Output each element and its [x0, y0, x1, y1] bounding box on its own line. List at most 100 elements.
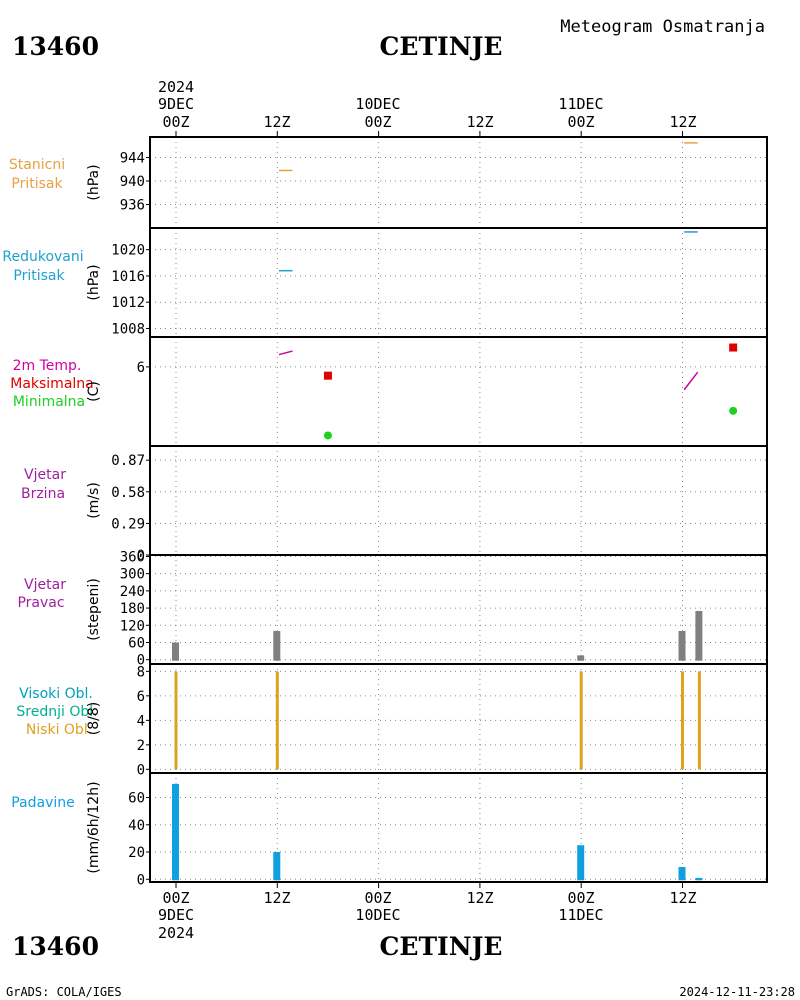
bottom-axis: 00Z 12Z 00Z 12Z 00Z 12Z 9DEC 10DEC 11DEC… — [158, 889, 697, 942]
panel-label-line: Vjetar — [24, 577, 66, 593]
y-tick-label: 60 — [128, 635, 145, 651]
precipitation-bar — [678, 867, 686, 881]
y-tick-label: 180 — [120, 601, 145, 617]
wind-direction-bar — [273, 631, 281, 661]
max-temp-point — [729, 343, 738, 352]
y-tick-label: 0.29 — [111, 516, 145, 532]
panel-label-line: 2m Temp. — [13, 358, 82, 374]
panel-border — [149, 336, 768, 447]
top-year-label: 2024 — [158, 78, 194, 96]
bottom-date-label: 11DEC — [558, 906, 603, 924]
bottom-tick-label: 00Z — [364, 889, 391, 907]
y-axis-label: (C) — [86, 381, 102, 402]
y-tick-label: 944 — [120, 151, 145, 167]
panel-label-line: Srednji Obl. — [16, 704, 97, 720]
chart-title: Meteogram Osmatranja — [560, 17, 765, 37]
y-tick-label: 0 — [137, 762, 145, 778]
bottom-tick-label: 12Z — [263, 889, 290, 907]
y-tick-label: 60 — [128, 791, 145, 807]
y-axis-label: (m/s) — [86, 482, 102, 519]
wind-direction-bar — [172, 642, 179, 661]
y-tick-label: 300 — [120, 567, 145, 583]
max-temp-point — [323, 371, 332, 380]
precipitation-bar — [577, 845, 585, 881]
panel-label-line: Pravac — [17, 595, 64, 611]
wind-direction-bar — [577, 655, 585, 661]
y-tick-label: 0 — [137, 653, 145, 669]
y-tick-label: 1008 — [111, 321, 145, 337]
precipitation-bar — [695, 877, 703, 881]
station-name-bottom: CETINJE — [380, 932, 503, 961]
precipitation-bar — [172, 783, 179, 881]
y-axis-label: (8/8) — [86, 702, 102, 735]
cloud-cover-bar — [697, 671, 701, 770]
panel-label-line: Maksimalna — [10, 376, 94, 392]
panel-label-line: Vjetar — [24, 467, 66, 483]
panel-label-line: Visoki Obl. — [19, 686, 93, 702]
y-tick-label: 1012 — [111, 295, 145, 311]
top-tick-label: 00Z — [162, 113, 189, 131]
top-tick-label: 00Z — [567, 113, 594, 131]
y-axis-label: (mm/6h/12h) — [86, 781, 102, 873]
panel-label-line: Brzina — [21, 486, 65, 502]
station-id-bottom: 13460 — [12, 932, 99, 961]
panel-border — [149, 554, 768, 665]
bottom-tick-label: 12Z — [466, 889, 493, 907]
bottom-year-label: 2024 — [158, 924, 194, 942]
top-tick-label: 00Z — [364, 113, 391, 131]
station-name-top: CETINJE — [380, 32, 503, 61]
y-axis-label: (hPa) — [86, 164, 102, 200]
top-tick-label: 12Z — [466, 113, 493, 131]
y-tick-label: 4 — [137, 713, 145, 729]
y-tick-label: 0.87 — [111, 453, 145, 469]
panel-label-line: Minimalna — [13, 394, 85, 410]
y-tick-label: 120 — [120, 618, 145, 634]
panel-border — [149, 772, 768, 883]
bottom-date-label: 10DEC — [355, 906, 400, 924]
panel-label-line: Pritisak — [13, 268, 65, 284]
panel-label-line: Niski Obl. — [26, 722, 92, 738]
bottom-tick-label: 00Z — [162, 889, 189, 907]
panel-label-line: Padavine — [11, 795, 75, 811]
y-tick-label: 1016 — [111, 269, 145, 285]
y-tick-label: 240 — [120, 584, 145, 600]
precipitation-bar — [273, 852, 281, 881]
panel-border — [149, 227, 768, 338]
wind-direction-bar — [678, 631, 686, 661]
y-tick-label: 6 — [137, 360, 145, 376]
min-temp-point — [729, 406, 738, 415]
min-temp-point — [323, 431, 332, 440]
temp-segment — [683, 371, 699, 391]
bottom-tick-label: 00Z — [567, 889, 594, 907]
cloud-cover-bar — [579, 671, 583, 770]
bottom-date-label: 9DEC — [158, 906, 194, 924]
panel-border — [149, 663, 768, 774]
y-tick-label: 8 — [137, 664, 145, 680]
footer-credit: GrADS: COLA/IGES — [6, 985, 122, 999]
y-tick-label: 936 — [120, 198, 145, 214]
footer-timestamp: 2024-12-11-23:28 — [679, 985, 795, 999]
panel-label-line: Pritisak — [11, 176, 63, 192]
bottom-tick-label: 12Z — [669, 889, 696, 907]
top-date-label: 10DEC — [355, 95, 400, 113]
y-axis-label: (stepeni) — [86, 578, 102, 641]
top-axis: 2024 9DEC 10DEC 11DEC 00Z 12Z 00Z 12Z 00… — [158, 78, 697, 131]
panel-border — [149, 136, 768, 229]
top-tick-label: 12Z — [263, 113, 290, 131]
panel-labels: Stanicni Pritisak Redukovani Pritisak 2m… — [2, 157, 97, 811]
cloud-cover-bar — [681, 671, 684, 770]
station-id-top: 13460 — [12, 32, 99, 61]
y-axis-label: (hPa) — [86, 264, 102, 300]
y-tick-label: 0 — [137, 548, 145, 564]
y-tick-label: 40 — [128, 818, 145, 834]
top-date-label: 9DEC — [158, 95, 194, 113]
panel-label-line: Redukovani — [2, 249, 83, 265]
cloud-cover-bar — [174, 671, 178, 770]
panel-border — [149, 445, 768, 556]
panel-label-line: Stanicni — [9, 157, 65, 173]
y-tick-label: 20 — [128, 845, 145, 861]
temp-segment — [278, 350, 293, 356]
top-date-label: 11DEC — [558, 95, 603, 113]
y-tick-label: 2 — [137, 738, 145, 754]
